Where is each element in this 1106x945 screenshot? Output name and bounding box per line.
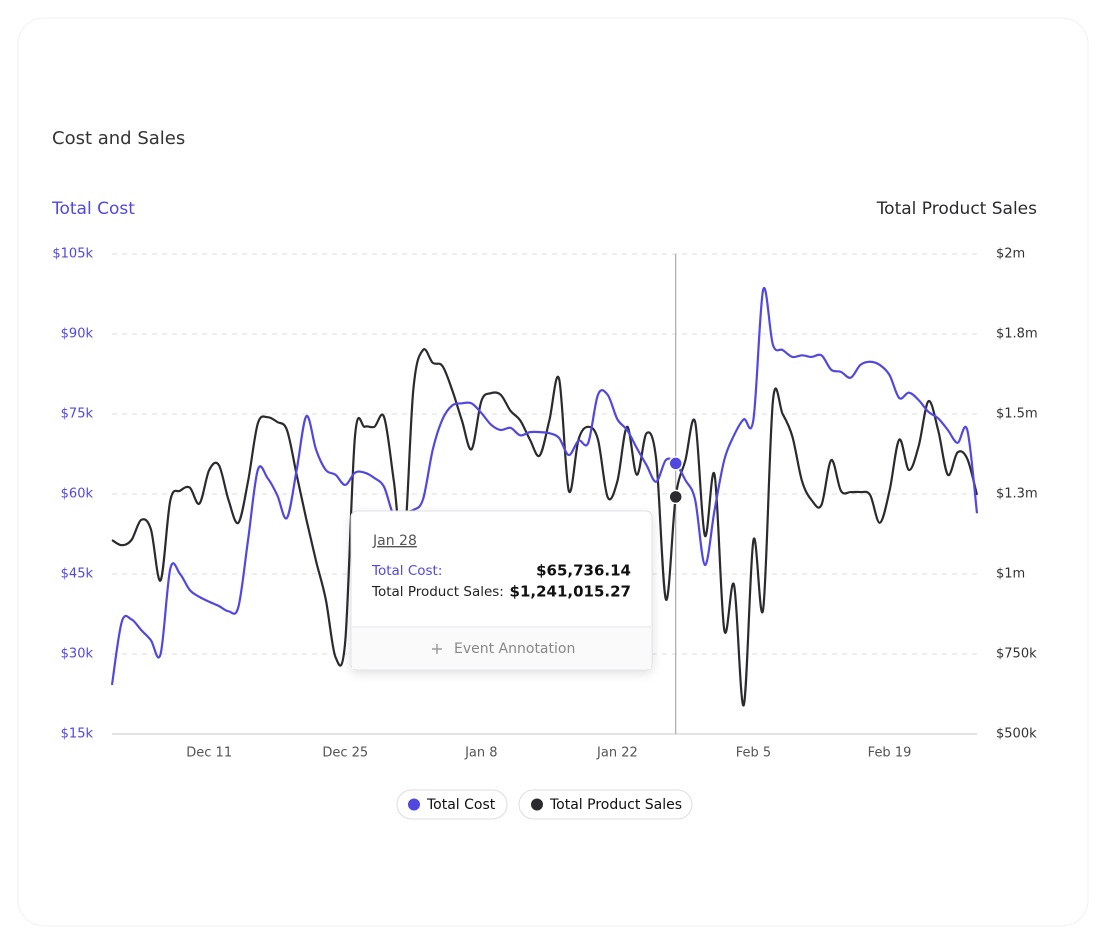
legend-swatch [531, 798, 543, 811]
y-tick-label: $15k [61, 727, 94, 742]
legend: Total Cost Total Product Sales [396, 789, 693, 820]
y2-tick-label: $1.5m [996, 407, 1038, 422]
x-tick-label: Feb 5 [736, 746, 771, 761]
tooltip-value: $65,736.14 [536, 562, 631, 580]
plus-icon [432, 644, 442, 654]
chart-title: Cost and Sales [52, 128, 185, 149]
series-line [110, 286, 979, 686]
x-tick-label: Feb 19 [868, 746, 912, 761]
hover-dot [668, 489, 683, 505]
y2-axis-title: Total Product Sales [876, 199, 1037, 219]
y2-tick-label: $750k [996, 647, 1037, 662]
tooltip-action: Event Annotation [454, 641, 575, 657]
y2-tick-label: $1m [996, 567, 1025, 582]
y-tick-label: $60k [61, 487, 94, 502]
legend-pill[interactable] [396, 789, 508, 820]
legend-label: Total Cost [426, 797, 496, 813]
legend-swatch [408, 798, 420, 811]
y2-tick-label: $2m [996, 247, 1025, 262]
series-line [111, 348, 979, 707]
y2-tick-label: $500k [996, 727, 1037, 742]
y-tick-label: $105k [52, 247, 93, 262]
y-tick-label: $75k [61, 407, 94, 422]
y2-tick-label: $1.8m [996, 327, 1038, 342]
x-tick-label: Jan 22 [596, 746, 638, 761]
y2-tick-label: $1.3m [996, 487, 1038, 502]
y-tick-label: $30k [61, 647, 94, 662]
y-tick-label: $45k [61, 567, 94, 582]
hover-dot [668, 456, 683, 471]
x-tick-label: Jan 8 [464, 746, 497, 761]
legend-label: Total Product Sales [549, 797, 682, 813]
x-tick-label: Dec 25 [322, 746, 368, 761]
card [17, 17, 1089, 927]
y-axis-title: Total Cost [51, 199, 135, 219]
tooltip-name: Total Cost: [371, 563, 442, 579]
tooltip-action-bg[interactable] [352, 628, 651, 669]
legend-pill[interactable] [518, 789, 693, 820]
tooltip-name: Total Product Sales: [371, 584, 504, 600]
tooltip-value: $1,241,015.27 [510, 583, 631, 601]
tooltip-date: Jan 28 [372, 533, 417, 549]
x-tick-label: Dec 11 [186, 746, 232, 761]
y-tick-label: $90k [61, 327, 94, 342]
